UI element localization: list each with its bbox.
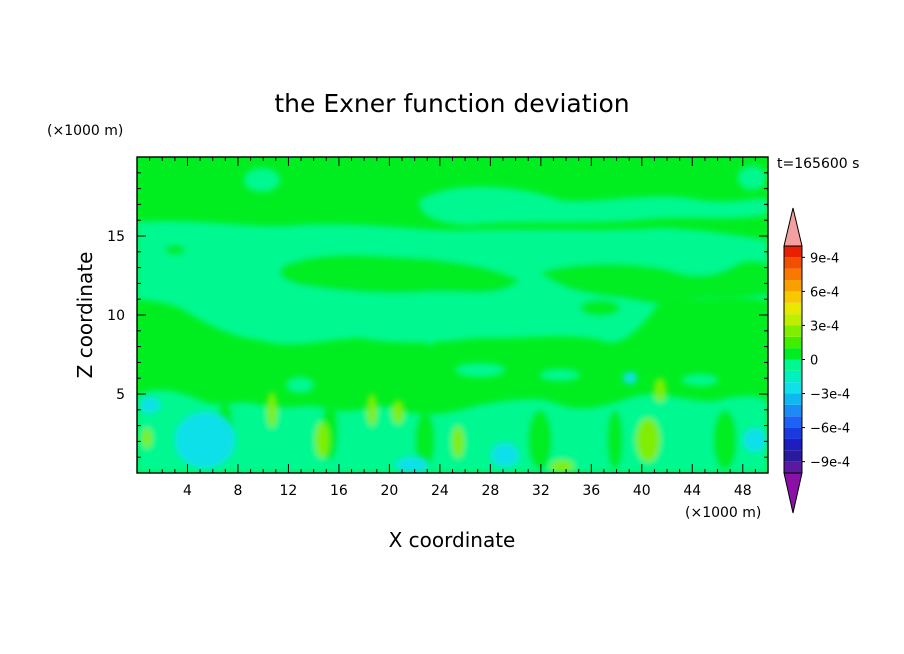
field-intrusion [280, 254, 520, 294]
colorbar-bin [784, 404, 802, 417]
colorbar-tick-label: 9e-4 [810, 251, 839, 266]
field-negative [175, 412, 235, 468]
x-tick-label: 16 [330, 483, 348, 499]
x-axis-ticks: 4 8 12 16 20 24 28 32 36 40 44 48 [149, 157, 756, 499]
colorbar-bin [784, 393, 802, 405]
x-tick-label: 24 [431, 483, 449, 499]
field-positive [636, 418, 660, 462]
field-blob [738, 166, 766, 190]
colorbar-bin [784, 359, 802, 371]
colorbar-bin [784, 302, 802, 315]
field-column [415, 412, 435, 468]
colorbar-bin [784, 461, 802, 473]
colorbar-bin [784, 427, 802, 439]
field-positive [367, 394, 377, 426]
field-blob [244, 168, 280, 192]
field-negative [743, 428, 767, 452]
field-negative [623, 372, 637, 384]
x-tick-label: 8 [233, 483, 242, 499]
field-positive [550, 460, 574, 472]
time-label: t=165600 s [777, 156, 859, 172]
field-positive [452, 426, 464, 458]
colorbar-bin [784, 336, 802, 349]
field-positive [267, 392, 277, 428]
x-tick-label: 4 [183, 483, 192, 499]
colorbar-under-arrow [783, 472, 803, 514]
x-tick-label: 44 [683, 483, 701, 499]
colorbar-tick-label: −6e-4 [810, 422, 850, 437]
colorbar-tick-label: 3e-4 [810, 319, 839, 334]
field-column [528, 410, 552, 470]
x-tick-label: 36 [582, 483, 600, 499]
field-positive [315, 422, 329, 458]
field-blob [165, 245, 185, 255]
colorbar-bin [784, 314, 802, 326]
field-negative [140, 397, 160, 413]
field-patches [137, 166, 768, 473]
y-axis-label: Z coordinate [73, 252, 97, 379]
colorbar-bin [784, 348, 802, 360]
colorbar-bin [784, 370, 802, 383]
colorbar-bin [784, 291, 802, 303]
field-blob [424, 325, 436, 345]
field-positive [142, 428, 152, 448]
y-tick-label: 15 [107, 229, 125, 245]
plot-area [137, 157, 768, 473]
colorbar-bin [784, 438, 802, 451]
colorbar-bin [784, 280, 802, 292]
colorbar-bin [784, 257, 802, 269]
x-tick-label: 48 [734, 483, 752, 499]
colorbar-bin [784, 325, 802, 337]
field-blob [540, 369, 580, 381]
colorbar-tick-label: 0 [810, 354, 818, 369]
field-intrusion [540, 260, 768, 305]
colorbar-bin [784, 450, 802, 462]
field-column [713, 410, 737, 470]
colorbar-bin [784, 382, 802, 394]
field-band-upper [419, 186, 768, 225]
field-negative [491, 443, 519, 467]
colorbar-bin [784, 246, 802, 258]
y-tick-label: 5 [116, 387, 125, 403]
x-tick-label: 28 [481, 483, 499, 499]
y-unit-label: (×1000 m) [47, 123, 123, 139]
colorbar-tick-label: −3e-4 [810, 388, 850, 403]
x-axis-label: X coordinate [389, 528, 516, 552]
field-blob [682, 374, 718, 386]
chart-title: the Exner function deviation [274, 89, 629, 118]
x-tick-label: 40 [633, 483, 651, 499]
colorbar: 9e-4 6e-4 3e-4 0 −3e-4 −6e-4 −9e-4 [783, 207, 850, 514]
field-positive [392, 400, 404, 424]
field-positive [654, 378, 666, 402]
x-tick-label: 12 [280, 483, 298, 499]
x-tick-label: 20 [380, 483, 398, 499]
field-negative [396, 457, 428, 473]
colorbar-over-arrow [783, 207, 803, 247]
field-blob [455, 363, 505, 377]
x-tick-label: 32 [532, 483, 550, 499]
field-blob [580, 300, 620, 316]
colorbar-tick-label: −9e-4 [810, 456, 850, 471]
x-unit-label: (×1000 m) [685, 505, 761, 521]
colorbar-bin [784, 416, 802, 428]
field-blob [286, 377, 314, 393]
y-axis-ticks: 5 10 15 [107, 172, 768, 458]
colorbar-tick-label: 6e-4 [810, 285, 839, 300]
y-tick-label: 10 [107, 308, 125, 324]
field-column [607, 410, 623, 470]
colorbar-bin [784, 268, 802, 281]
